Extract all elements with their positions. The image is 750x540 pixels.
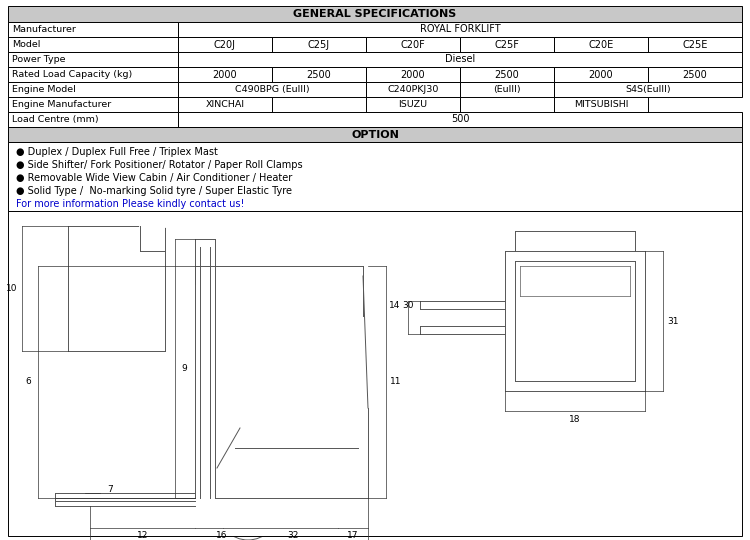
- Text: C25F: C25F: [494, 39, 520, 50]
- Text: 16: 16: [216, 530, 227, 539]
- Text: ● Duplex / Duplex Full Free / Triplex Mast: ● Duplex / Duplex Full Free / Triplex Ma…: [16, 147, 217, 157]
- Bar: [8, 37, 178, 52]
- Text: 12: 12: [136, 530, 148, 539]
- Bar: [8, 112, 178, 127]
- Text: C25E: C25E: [682, 39, 708, 50]
- Text: Engine Manufacturer: Engine Manufacturer: [12, 100, 111, 109]
- Text: 6: 6: [26, 377, 31, 387]
- Text: Rated Load Capacity (kg): Rated Load Capacity (kg): [12, 70, 132, 79]
- Bar: [8, 22, 178, 37]
- Text: S4S(EuIII): S4S(EuIII): [626, 85, 670, 94]
- Text: C25J: C25J: [308, 39, 330, 50]
- Text: 30: 30: [402, 301, 414, 310]
- Bar: [272, 67, 366, 82]
- Text: 9: 9: [182, 364, 187, 373]
- Bar: [8, 6, 742, 22]
- Text: ● Solid Type /  No-marking Solid tyre / Super Elastic Tyre: ● Solid Type / No-marking Solid tyre / S…: [16, 186, 292, 196]
- Text: XINCHAI: XINCHAI: [206, 100, 245, 109]
- Text: Power Type: Power Type: [12, 55, 65, 64]
- Bar: [8, 127, 742, 142]
- Bar: [8, 52, 178, 67]
- Text: 14: 14: [389, 301, 400, 310]
- Bar: [460, 67, 554, 82]
- Text: 10: 10: [6, 284, 18, 293]
- Text: ● Side Shifter/ Fork Positioner/ Rotator / Paper Roll Clamps: ● Side Shifter/ Fork Positioner/ Rotator…: [16, 160, 302, 170]
- Text: Engine Model: Engine Model: [12, 85, 76, 94]
- Bar: [8, 142, 742, 211]
- Text: 32: 32: [287, 530, 298, 539]
- Text: 2500: 2500: [307, 70, 332, 79]
- Text: Model: Model: [12, 40, 40, 49]
- Bar: [178, 52, 742, 67]
- Bar: [554, 97, 648, 112]
- Text: C20F: C20F: [400, 39, 425, 50]
- Text: 2000: 2000: [400, 70, 425, 79]
- Text: 2000: 2000: [213, 70, 237, 79]
- Text: ● Removable Wide View Cabin / Air Conditioner / Heater: ● Removable Wide View Cabin / Air Condit…: [16, 173, 292, 183]
- Bar: [554, 67, 648, 82]
- Text: 11: 11: [390, 377, 402, 387]
- Text: For more information Please kindly contact us!: For more information Please kindly conta…: [16, 199, 244, 209]
- Bar: [648, 67, 742, 82]
- Text: 2500: 2500: [495, 70, 519, 79]
- Bar: [178, 67, 272, 82]
- Bar: [8, 82, 178, 97]
- Text: C240PKJ30: C240PKJ30: [387, 85, 439, 94]
- Bar: [178, 82, 366, 97]
- Text: C490BPG (EuIII): C490BPG (EuIII): [235, 85, 309, 94]
- Text: MITSUBISHI: MITSUBISHI: [574, 100, 628, 109]
- Text: 31: 31: [668, 316, 679, 326]
- Text: 2500: 2500: [682, 70, 707, 79]
- Bar: [178, 97, 272, 112]
- Bar: [178, 112, 742, 127]
- Bar: [366, 67, 460, 82]
- Text: C20J: C20J: [214, 39, 236, 50]
- Bar: [8, 67, 178, 82]
- Text: C20E: C20E: [588, 39, 613, 50]
- Bar: [8, 97, 178, 112]
- Bar: [554, 37, 648, 52]
- Bar: [460, 82, 554, 97]
- Bar: [648, 37, 742, 52]
- Bar: [178, 37, 272, 52]
- Text: ROYAL FORKLIFT: ROYAL FORKLIFT: [420, 24, 500, 35]
- Bar: [272, 37, 366, 52]
- Bar: [366, 37, 460, 52]
- Text: Manufacturer: Manufacturer: [12, 25, 76, 34]
- Text: Load Centre (mm): Load Centre (mm): [12, 115, 99, 124]
- Text: Diesel: Diesel: [445, 55, 476, 64]
- Text: GENERAL SPECIFICATIONS: GENERAL SPECIFICATIONS: [293, 9, 457, 19]
- Text: 17: 17: [347, 530, 358, 539]
- Text: 18: 18: [569, 415, 580, 423]
- Bar: [8, 211, 742, 536]
- Bar: [366, 82, 460, 97]
- Text: (EuIII): (EuIII): [494, 85, 520, 94]
- Bar: [554, 82, 742, 97]
- Bar: [178, 22, 742, 37]
- Bar: [460, 37, 554, 52]
- Bar: [366, 97, 460, 112]
- Text: OPTION: OPTION: [351, 130, 399, 139]
- Text: ISUZU: ISUZU: [398, 100, 427, 109]
- Text: 2000: 2000: [589, 70, 613, 79]
- Text: 500: 500: [451, 114, 470, 125]
- Text: 7: 7: [107, 484, 112, 494]
